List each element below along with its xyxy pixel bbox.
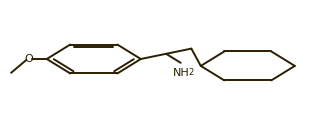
Text: 2: 2 xyxy=(188,68,194,77)
Text: NH: NH xyxy=(173,68,190,78)
Text: O: O xyxy=(25,54,33,64)
